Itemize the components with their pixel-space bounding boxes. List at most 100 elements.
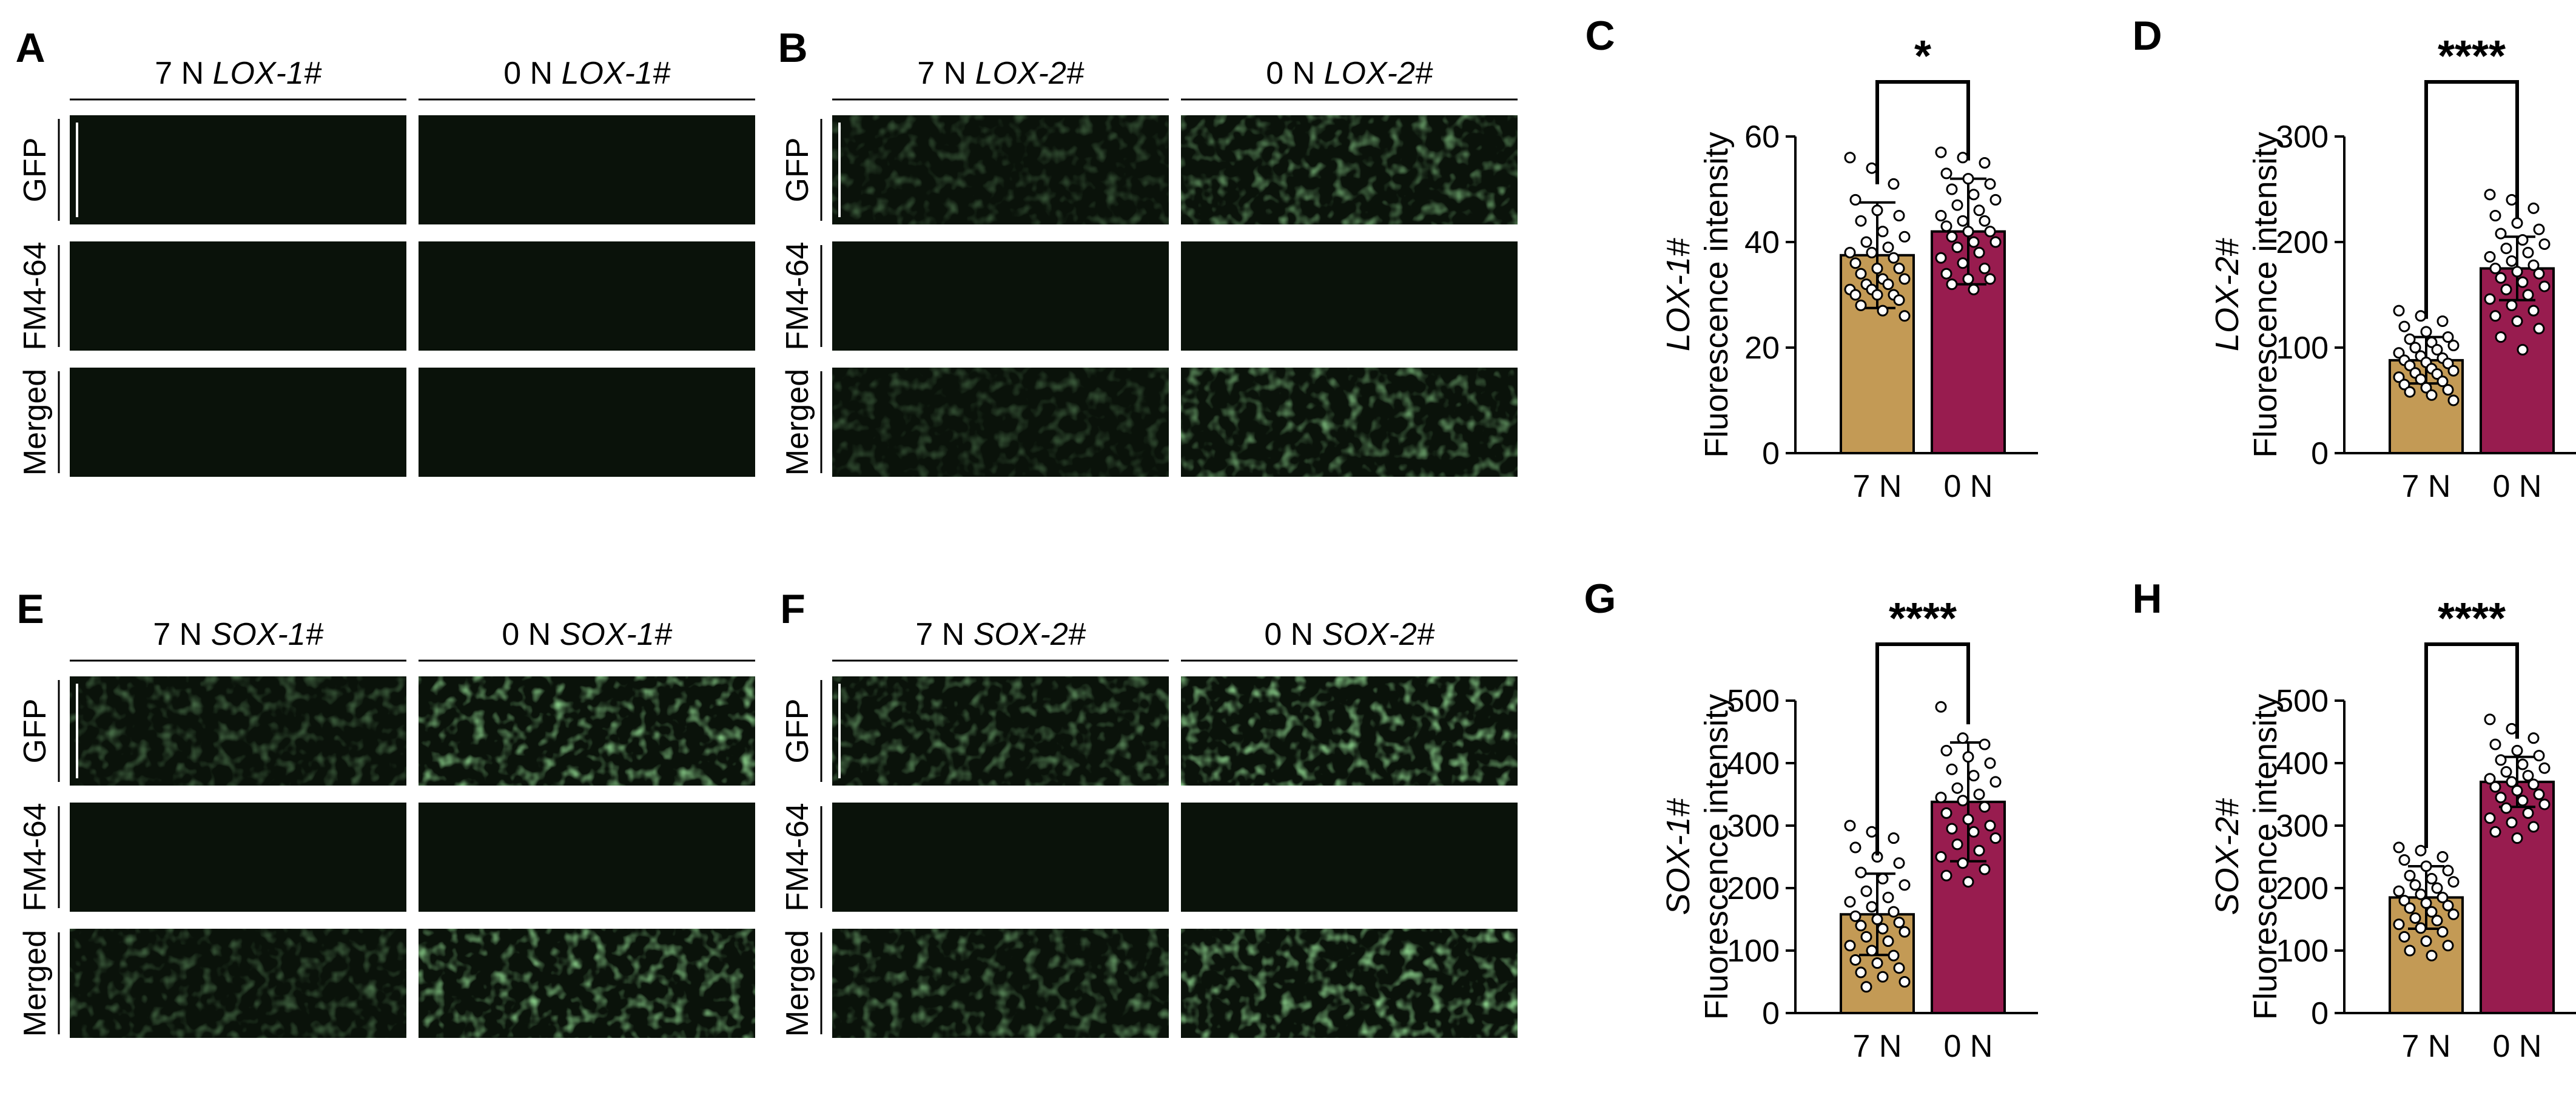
data-point [1940,167,1952,180]
data-point [2420,382,2432,394]
data-point [1940,744,1952,756]
data-point [1898,976,1911,988]
data-point [2393,841,2405,854]
gfp-texture [832,115,1169,224]
y-tick-label: 0 [1762,436,1780,471]
column-label: 7 N LOX-2# [917,56,1085,91]
data-point [1962,751,1974,763]
data-point [1844,246,1856,258]
row-label: FM4-64 [18,803,53,911]
data-point [1973,844,1985,857]
data-point [2404,869,2416,881]
y-axis-label-line1: LOX-2# [2209,238,2245,351]
data-point [2447,394,2460,406]
gfp-texture [832,368,1169,477]
image-background [419,241,755,351]
y-axis-label-line2: Fluorescence intensity [2247,132,2284,457]
data-point [1855,299,1867,311]
row-label: GFP [780,699,815,764]
gfp-texture [1181,676,1518,786]
data-point [2420,897,2432,909]
data-point [2495,754,2507,766]
row-label: GFP [18,699,53,764]
data-point [2420,935,2432,948]
data-point [2404,386,2416,398]
data-point [1989,194,2002,206]
data-point [1951,241,1963,254]
micrograph-image [1181,929,1518,1038]
data-point [2489,781,2501,793]
panel-letter: E [16,586,44,632]
data-point [1957,215,1969,227]
data-point [2420,326,2432,338]
data-point [1877,873,1889,885]
y-tick-label: 400 [2276,746,2329,781]
micrograph-image [1181,368,1518,477]
data-point [2393,918,2405,931]
data-point [1849,289,1861,301]
gfp-texture [1181,929,1518,1038]
data-point [2506,299,2518,311]
data-point [1989,776,2002,788]
data-point [1866,945,1878,957]
data-point [1898,926,1911,938]
data-point [2489,310,2501,322]
gfp-texture [1181,368,1518,477]
data-point [2527,821,2540,833]
x-tick-label: 7 N [1853,469,1902,504]
data-point [2484,713,2496,726]
data-point [2506,722,2518,735]
data-point [1951,782,1963,794]
y-tick-label: 0 [2311,436,2329,471]
data-point [2484,812,2496,824]
image-background [832,241,1169,351]
data-point [2495,331,2507,343]
panel-letter: H [2132,576,2162,622]
data-point [2447,340,2460,352]
data-point [2511,832,2523,844]
data-point [1882,241,1894,254]
data-point [1962,173,1974,185]
data-point [2436,851,2449,863]
data-point [1893,210,1905,221]
image-background [1181,241,1518,351]
y-tick-label: 0 [1762,996,1780,1031]
data-point [1871,289,1883,301]
micrograph-image [70,241,406,351]
data-point [1957,257,1969,269]
data-point [1946,763,1958,775]
data-point [1973,246,1985,258]
data-point [1968,770,1980,782]
significance-marker: **** [2438,594,2506,643]
y-axis-label-line1: SOX-1# [1660,798,1697,915]
data-point [2404,945,2416,957]
data-point [1984,178,1996,190]
micrograph-image [419,929,755,1038]
data-point [1979,263,1991,274]
data-point [2522,246,2534,258]
image-background [70,241,406,351]
y-tick-label: 100 [1727,934,1780,969]
data-point [1893,962,1905,974]
data-point [1984,226,1996,238]
data-point [1935,701,1947,713]
data-point [1898,231,1911,243]
data-point [2393,305,2405,317]
data-point [1888,832,1900,844]
data-point [1888,949,1900,961]
data-point [2442,384,2454,396]
data-point [1957,795,1969,807]
data-point [1968,283,1980,295]
data-point [2489,263,2501,274]
y-tick-label: 100 [2276,934,2329,969]
data-point [1946,183,1958,195]
significance-marker: **** [2438,32,2506,81]
data-point [2447,876,2460,888]
data-point [2398,320,2410,332]
micrograph-image [70,676,406,786]
y-tick-label: 60 [1744,120,1780,155]
data-point [2398,854,2410,866]
micrograph-image [419,368,755,477]
data-point [1946,231,1958,243]
data-point [1898,879,1911,891]
